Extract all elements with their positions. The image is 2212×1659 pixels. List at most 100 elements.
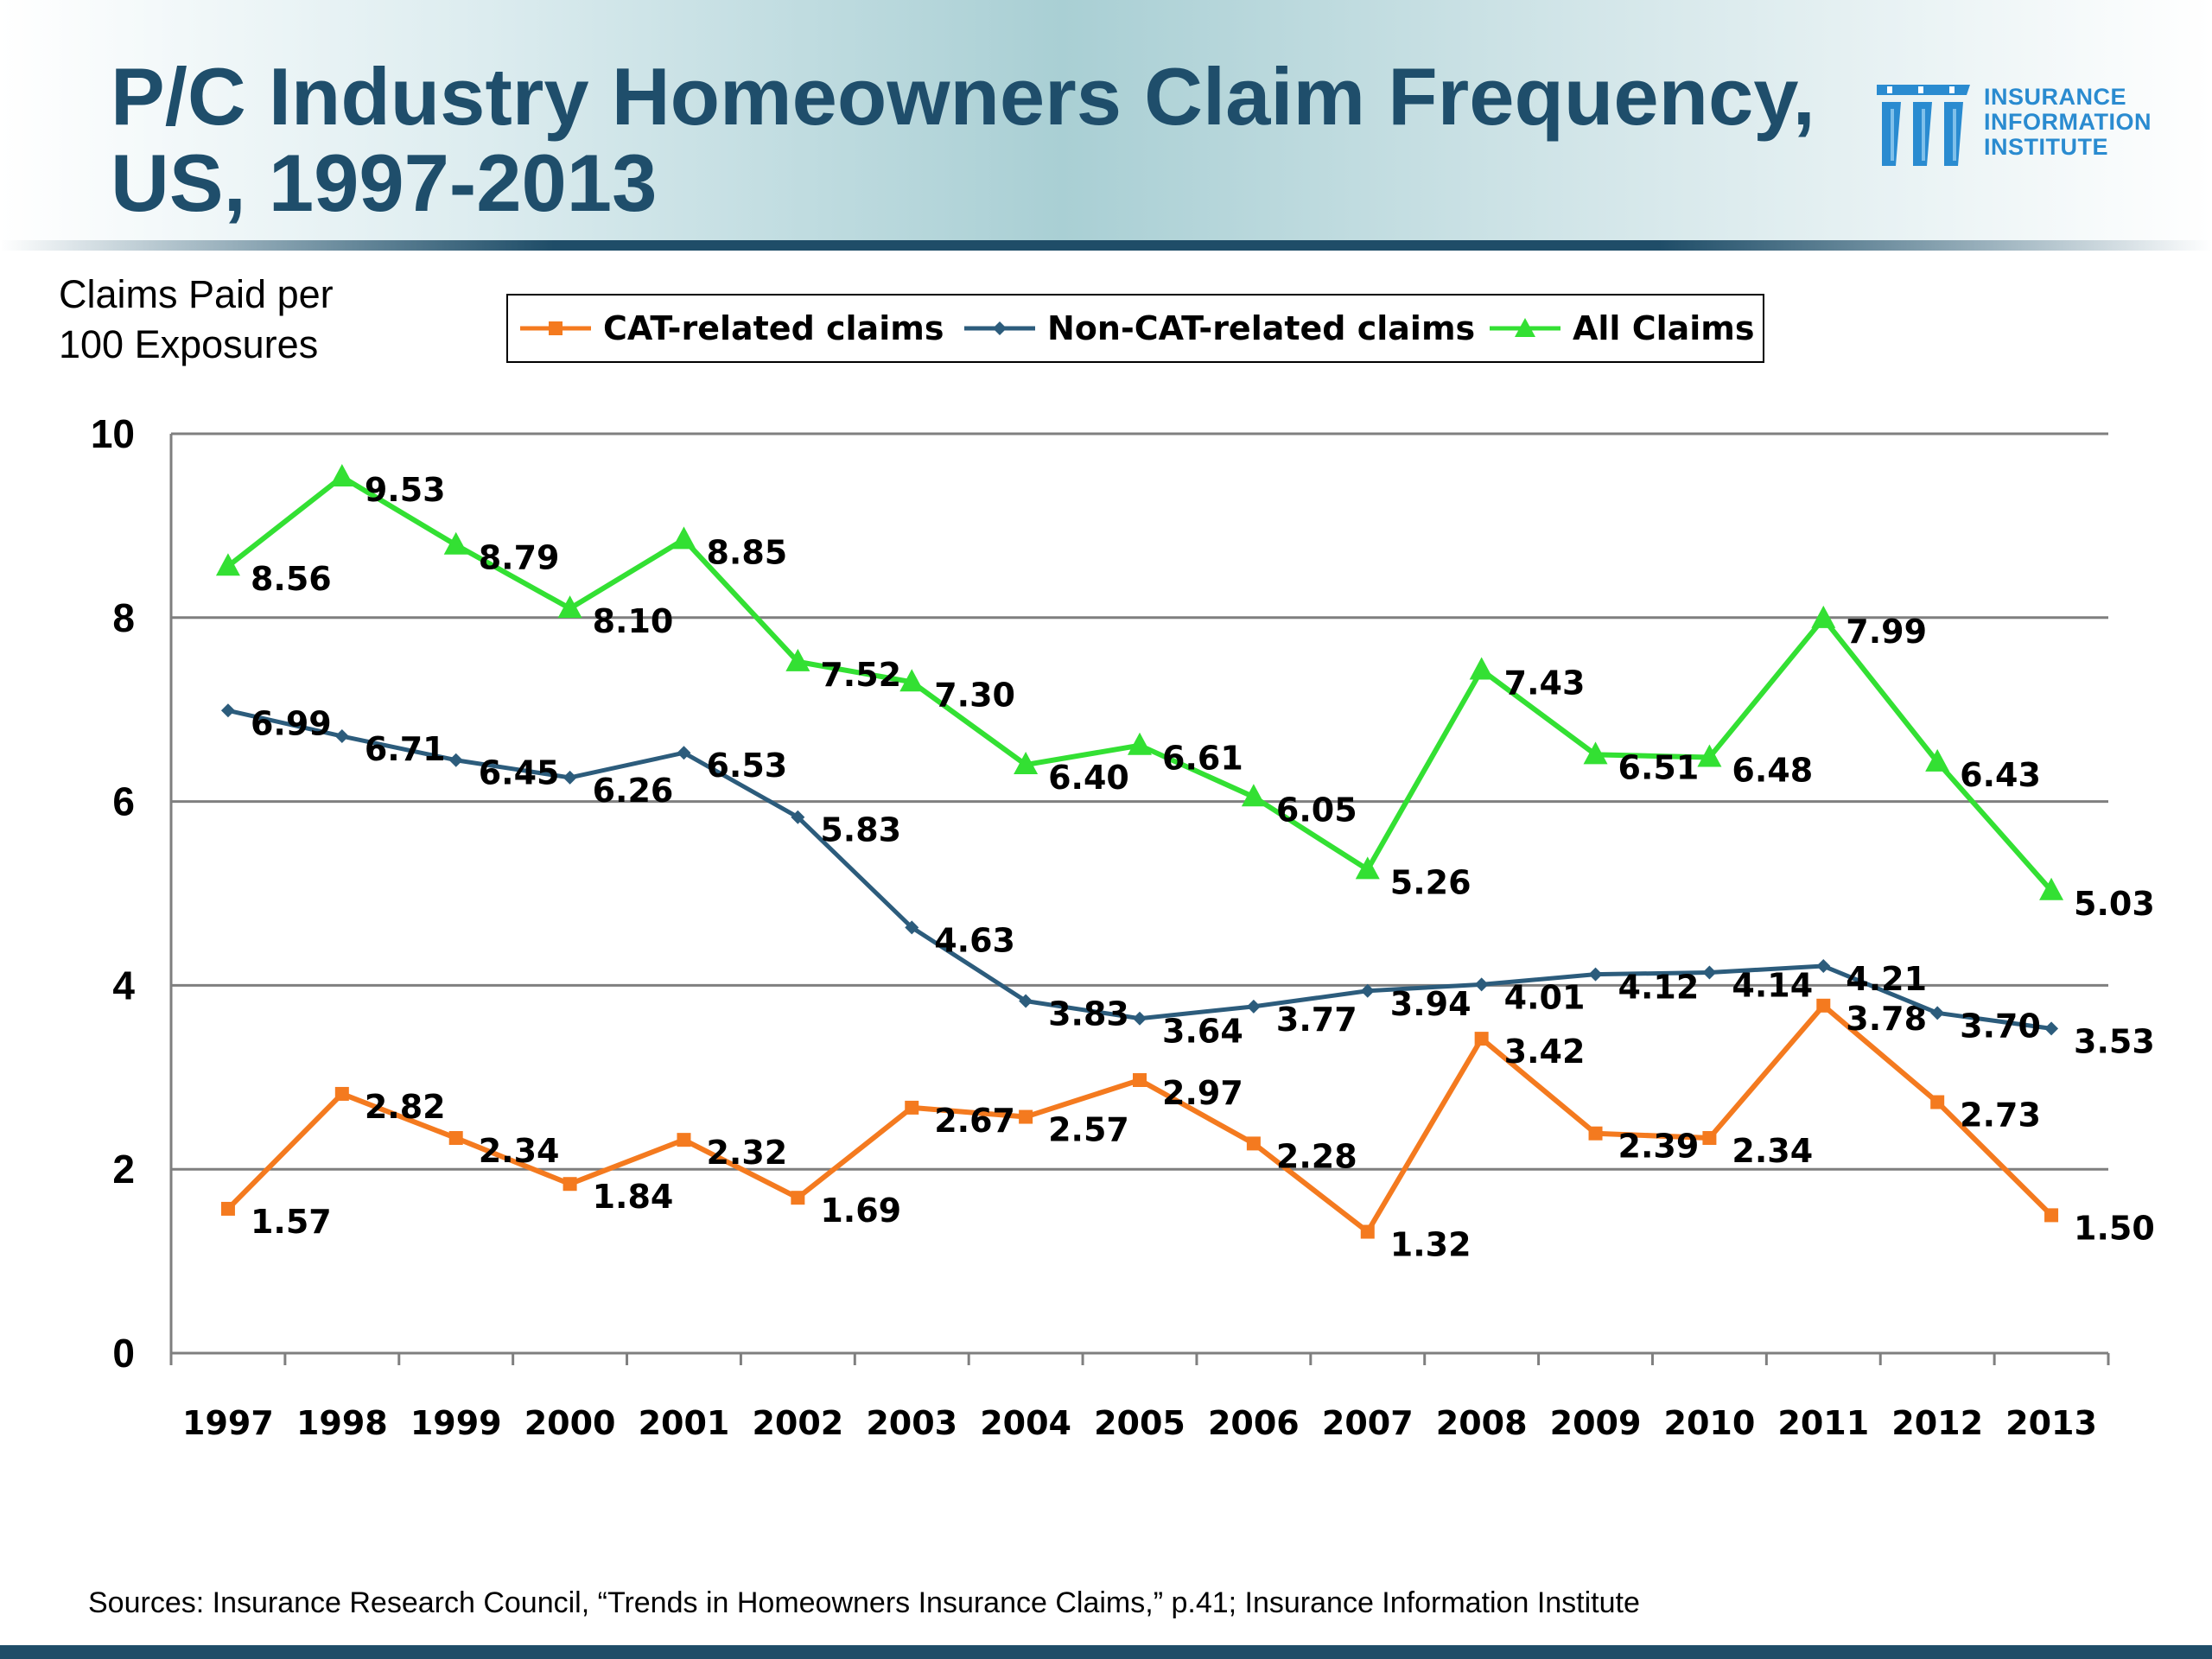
data-label-noncat: 6.99 [251, 704, 332, 742]
logo-text-line-2: INFORMATION [1984, 109, 2152, 135]
iii-logo: INSURANCE INFORMATION INSTITUTE [1877, 83, 2188, 169]
data-label-all: 6.51 [1618, 748, 1700, 786]
data-label-all: 6.48 [1732, 752, 1813, 790]
data-label-all: 8.85 [706, 533, 787, 571]
data-point-all [785, 648, 810, 671]
data-point-all [2039, 877, 2064, 900]
data-label-cat: 2.28 [1276, 1137, 1357, 1175]
data-label-cat: 2.97 [1162, 1074, 1243, 1112]
data-point-cat [1019, 1109, 1033, 1124]
data-point-cat [1702, 1131, 1717, 1146]
line-chart: 0 2 4 6 8 10 1997 1998 1999 2000 2001 2002 2003 2004 2… [91, 411, 2155, 1442]
data-label-all: 6.05 [1276, 791, 1357, 829]
data-point-cat [1246, 1136, 1261, 1151]
data-point-cat [1588, 1126, 1603, 1141]
data-label-all: 6.43 [1960, 756, 2041, 794]
data-label-all: 5.26 [1390, 863, 1471, 901]
data-label-all: 8.79 [479, 539, 560, 577]
data-label-all: 8.10 [593, 602, 674, 640]
footer-bar [0, 1645, 2212, 1659]
data-label-cat: 1.32 [1390, 1226, 1471, 1264]
y-tick-label: 2 [112, 1147, 135, 1192]
x-tick-label: 2013 [2005, 1404, 2097, 1442]
data-point-cat [677, 1133, 691, 1147]
data-point-cat [2044, 1208, 2059, 1223]
x-tick-label: 2010 [1664, 1404, 1756, 1442]
data-label-all: 7.99 [1846, 613, 1927, 651]
data-label-cat: 2.73 [1960, 1096, 2041, 1135]
data-point-cat [334, 1086, 349, 1101]
x-tick-label: 2006 [1208, 1404, 1300, 1442]
data-point-all [1925, 748, 1950, 772]
chart-legend: CAT-related claims Non-CAT-related claim… [506, 294, 1764, 363]
iii-logo-text: INSURANCE INFORMATION INSTITUTE [1984, 85, 2152, 160]
y-tick-label: 10 [91, 411, 135, 456]
data-label-noncat: 3.83 [1048, 995, 1129, 1033]
data-point-all [1128, 732, 1152, 755]
logo-text-line-3: INSTITUTE [1984, 134, 2108, 160]
x-tick-label: 2009 [1550, 1404, 1642, 1442]
data-point-noncat [334, 729, 349, 744]
header-band [0, 0, 2212, 251]
data-point-all [671, 526, 696, 550]
data-point-cat [1474, 1032, 1489, 1046]
data-point-noncat [1702, 965, 1717, 980]
data-point-cat [1133, 1072, 1147, 1087]
data-label-cat: 2.32 [706, 1134, 787, 1172]
data-label-noncat: 3.64 [1162, 1013, 1243, 1051]
logo-text-line-1: INSURANCE [1984, 84, 2127, 110]
x-tick-label: 2007 [1322, 1404, 1414, 1442]
data-label-noncat: 6.71 [365, 730, 446, 768]
data-label-cat: 2.67 [934, 1102, 1015, 1140]
legend-item-noncat: Non-CAT-related claims [964, 296, 1475, 361]
data-point-all [1469, 657, 1494, 680]
data-label-all: 8.56 [251, 560, 332, 598]
legend-label-noncat: Non-CAT-related claims [1047, 309, 1476, 347]
data-point-all [557, 595, 582, 619]
data-label-all: 6.61 [1162, 740, 1243, 778]
data-label-cat: 1.50 [2074, 1209, 2155, 1247]
data-point-all [1583, 741, 1608, 765]
data-label-cat: 1.69 [820, 1192, 901, 1230]
data-point-noncat [1246, 999, 1261, 1014]
x-tick-label: 2002 [752, 1404, 843, 1442]
data-label-noncat: 3.77 [1276, 1001, 1357, 1039]
page-title: P/C Industry Homeowners Claim Frequency,… [111, 54, 1815, 226]
data-label-noncat: 4.63 [934, 921, 1015, 959]
data-point-noncat [791, 810, 805, 824]
data-label-noncat: 4.21 [1846, 960, 1927, 998]
data-point-noncat [220, 703, 235, 718]
x-tick-label: 2012 [1891, 1404, 1983, 1442]
legend-swatch-noncat [964, 321, 1035, 335]
y-tick-label: 6 [112, 779, 135, 824]
legend-label-all: All Claims [1573, 309, 1755, 347]
data-point-cat [1816, 998, 1831, 1013]
data-label-cat: 2.82 [365, 1088, 446, 1126]
data-point-noncat [905, 920, 919, 935]
y-axis-label-line-2: 100 Exposures [59, 322, 319, 366]
data-label-noncat: 4.12 [1618, 969, 1700, 1007]
x-tick-label: 2011 [1777, 1404, 1869, 1442]
y-tick-label: 0 [112, 1331, 135, 1376]
data-point-noncat [2044, 1021, 2059, 1036]
y-tick-label: 8 [112, 595, 135, 640]
series-line-cat [226, 1002, 2054, 1235]
data-label-cat: 1.84 [593, 1178, 674, 1216]
data-point-all [1697, 744, 1722, 767]
data-point-noncat [1360, 983, 1375, 998]
data-label-cat: 3.78 [1846, 1000, 1927, 1038]
x-tick-label: 2003 [866, 1404, 957, 1442]
legend-swatch-cat [520, 321, 591, 335]
data-label-all: 7.30 [934, 676, 1015, 714]
data-label-cat: 2.34 [1732, 1132, 1813, 1170]
legend-item-all: All Claims [1490, 296, 1754, 361]
data-label-noncat: 4.14 [1732, 967, 1813, 1005]
data-label-noncat: 3.53 [2074, 1022, 2155, 1060]
x-tick-label: 1998 [296, 1404, 388, 1442]
data-point-cat [1360, 1224, 1375, 1239]
iii-logo-mark [1877, 85, 1970, 166]
data-point-all [329, 464, 354, 487]
data-point-noncat [1588, 967, 1603, 982]
data-point-cat [563, 1177, 577, 1192]
legend-item-cat: CAT-related claims [520, 296, 944, 361]
